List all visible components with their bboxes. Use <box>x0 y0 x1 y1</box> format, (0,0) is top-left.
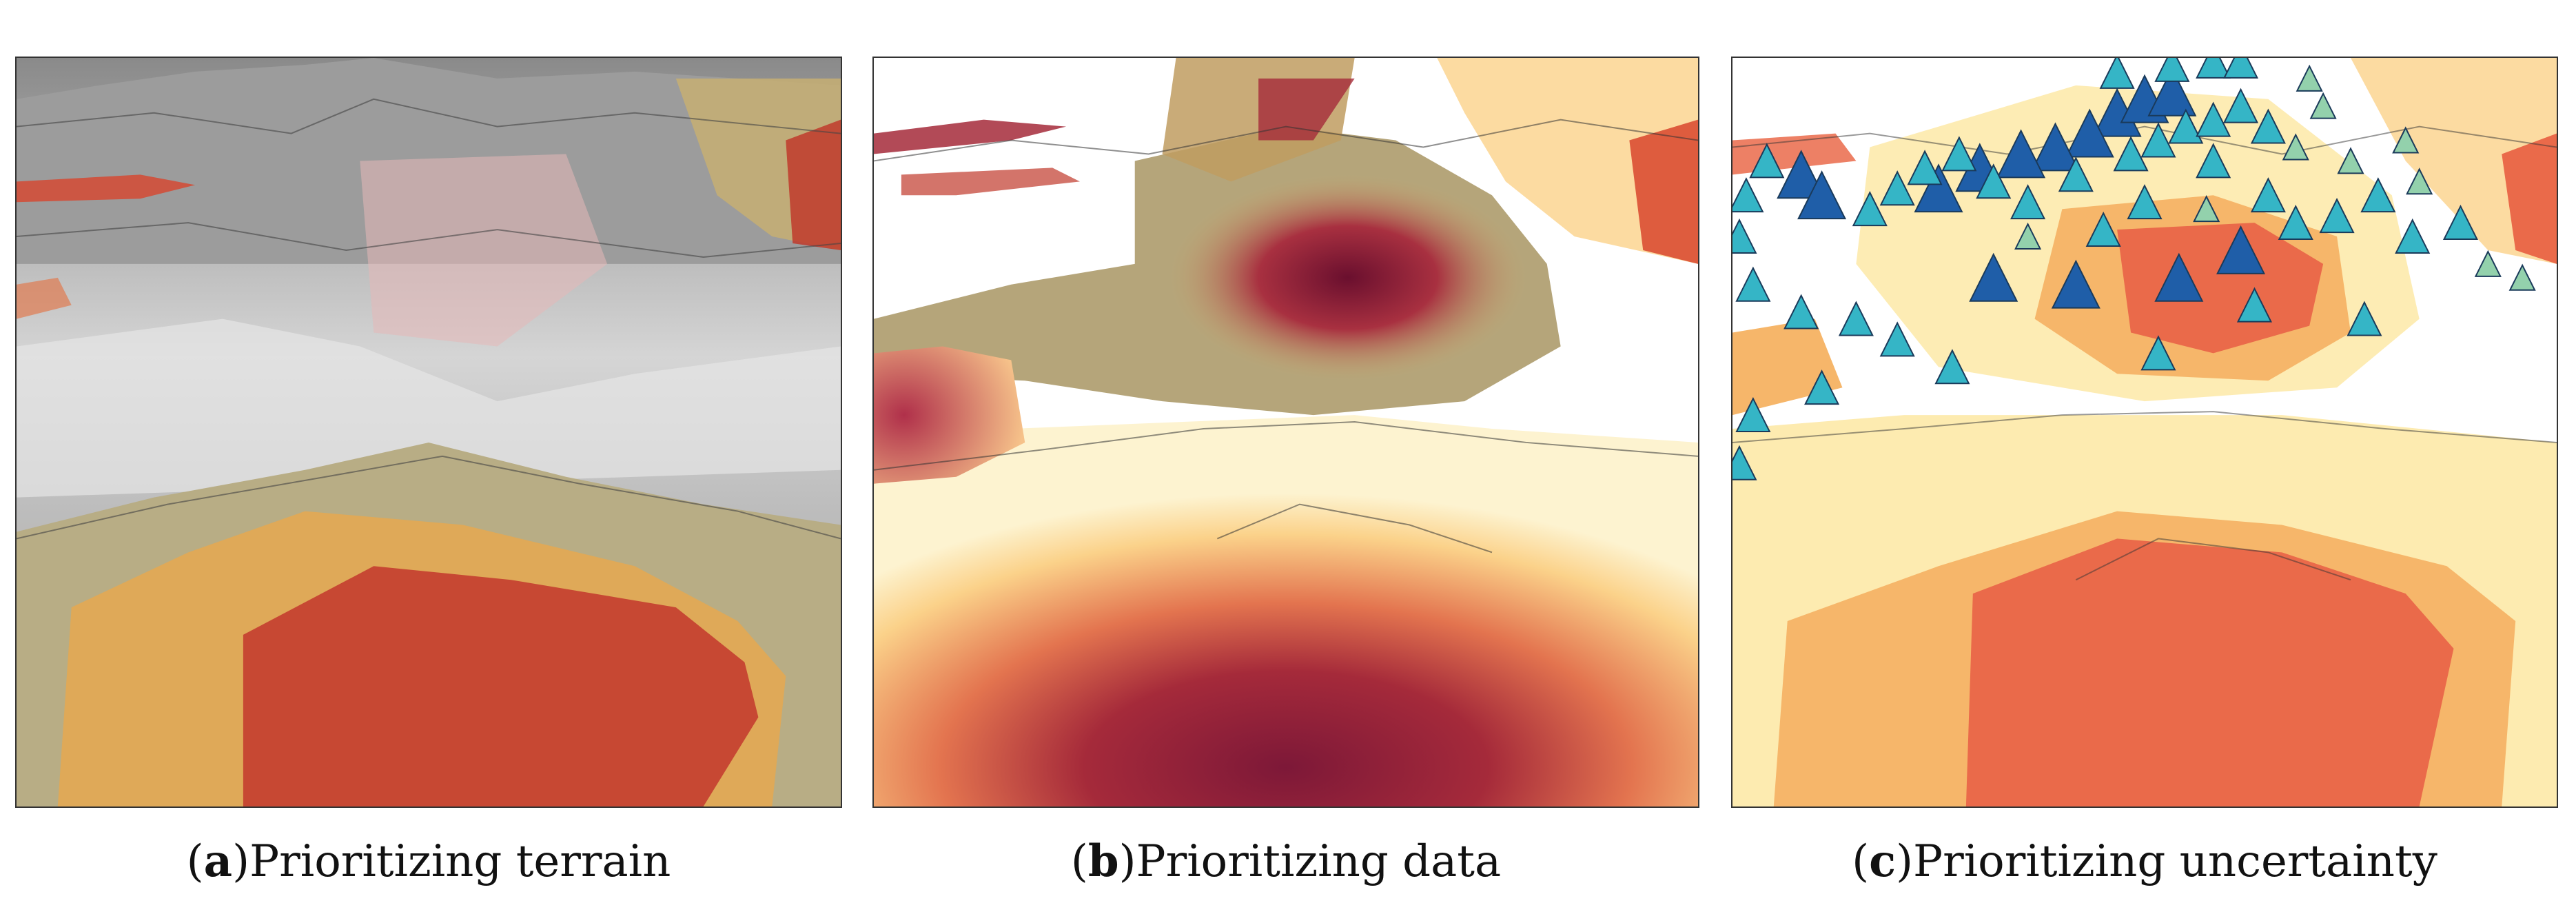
marker-triangle <box>2113 136 2149 172</box>
marker-triangle <box>1804 369 1840 405</box>
marker-triangle <box>1797 170 1847 220</box>
marker-triangle <box>2051 259 2100 309</box>
marker-triangle <box>1749 143 1785 179</box>
marker-triangle <box>1838 301 1874 336</box>
marker-triangle <box>2278 204 2313 241</box>
marker-triangle <box>2147 67 2197 116</box>
caption-text-b: Prioritizing data <box>1136 836 1502 887</box>
marker-triangle <box>2140 335 2176 371</box>
marker-triangle <box>2014 222 2042 250</box>
marker-triangle <box>2154 58 2190 82</box>
marker-triangle <box>2193 195 2220 223</box>
marker-triangle <box>2337 147 2364 174</box>
marker-triangle <box>2442 204 2478 241</box>
marker-triangle <box>2010 184 2046 220</box>
marker-triangle <box>1852 191 1888 227</box>
marker-triangle <box>2196 101 2231 137</box>
marker-triangle <box>1879 170 1915 206</box>
marker-triangle <box>2058 156 2094 192</box>
marker-triangle <box>1914 163 1963 213</box>
marker-triangle <box>2223 58 2259 79</box>
caption-text-c: Prioritizing uncertainty <box>1913 836 2437 887</box>
panel-letter-b: b <box>1087 835 1119 887</box>
marker-triangle <box>2140 122 2176 158</box>
panel-terrain <box>15 57 842 808</box>
marker-triangle <box>2392 126 2420 154</box>
marker-triangle <box>2216 225 2266 274</box>
marker-triangle <box>2319 198 2355 234</box>
marker-triangle <box>1732 218 1757 254</box>
terrain-map-c <box>1732 58 2557 806</box>
marker-triangle <box>2196 143 2231 179</box>
marker-triangle <box>2250 108 2286 144</box>
caption-a: (a)Prioritizing terrain <box>186 835 671 887</box>
marker-triangle <box>1969 252 2018 302</box>
panel-uncertainty <box>1731 57 2558 808</box>
marker-triangle <box>2347 301 2382 336</box>
marker-triangle <box>2085 211 2121 247</box>
marker-triangle <box>1732 445 1757 480</box>
marker-triangle <box>1735 266 1771 302</box>
marker-triangle <box>2236 287 2272 323</box>
marker-triangle <box>1879 321 1915 357</box>
panel-letter-c: c <box>1869 835 1897 887</box>
caption-c: (c)Prioritizing uncertainty <box>1852 835 2437 887</box>
marker-triangle <box>2296 64 2323 92</box>
marker-triangle <box>2406 168 2433 195</box>
marker-triangle <box>2168 108 2204 144</box>
terrain-map-b <box>874 58 1698 806</box>
marker-triangle <box>2223 88 2259 123</box>
marker-triangle <box>2282 133 2309 161</box>
marker-triangle <box>2127 184 2163 220</box>
marker-triangle <box>2474 250 2502 277</box>
marker-triangle <box>1907 150 1943 185</box>
marker-triangle <box>2099 58 2135 89</box>
marker-triangle <box>1735 396 1771 432</box>
terrain-map-a <box>17 58 841 806</box>
marker-triangle <box>2395 218 2431 254</box>
marker-triangle <box>2065 108 2114 158</box>
panel-data <box>872 57 1699 808</box>
marker-triangle <box>1941 136 1977 172</box>
marker-triangle <box>1732 177 1764 213</box>
marker-triangle <box>2360 177 2396 213</box>
marker-triangle <box>2250 177 2286 213</box>
marker-triangle <box>2309 92 2337 119</box>
caption-text-a: Prioritizing terrain <box>249 836 671 887</box>
marker-triangle <box>2508 263 2536 291</box>
marker-triangle <box>2154 252 2204 302</box>
caption-b: (b)Prioritizing data <box>1070 835 1502 887</box>
marker-triangle <box>1996 129 2046 179</box>
marker-triangle <box>1976 163 2012 199</box>
marker-triangle <box>1777 150 1826 199</box>
marker-triangle <box>2030 122 2080 172</box>
marker-triangle <box>2196 58 2231 79</box>
panel-letter-a: a <box>203 835 233 887</box>
marker-triangle <box>1783 294 1819 329</box>
marker-triangle <box>1934 349 1970 385</box>
